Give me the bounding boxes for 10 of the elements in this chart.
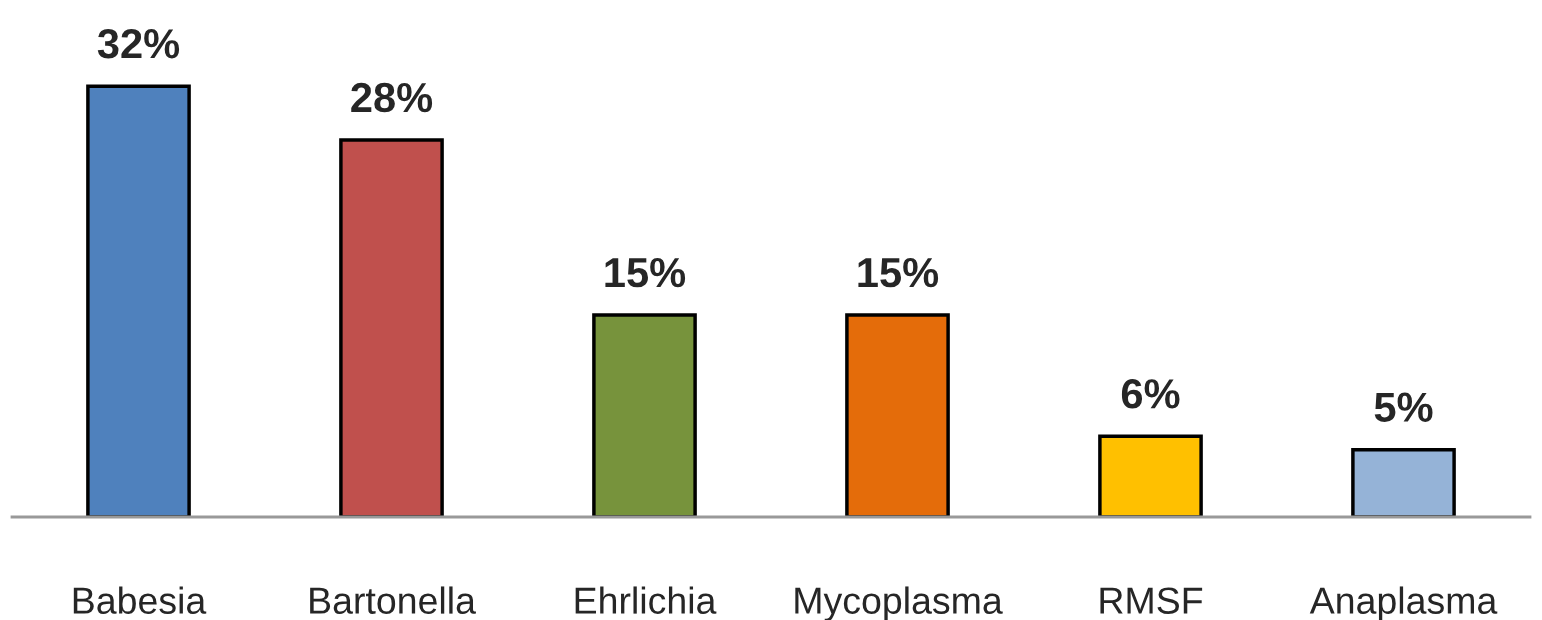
x-tick-label: Bartonella <box>310 586 476 614</box>
data-label: 5% <box>1374 392 1433 422</box>
data-label: 32% <box>97 28 180 59</box>
data-label: 28% <box>351 82 433 113</box>
x-tick-label: RMSF <box>1100 587 1203 614</box>
x-tick-label: Babesia <box>73 586 207 614</box>
x-tick-label: Ehrlichia <box>575 586 717 614</box>
data-label: 15% <box>858 257 939 288</box>
data-label: 6% <box>1121 379 1180 409</box>
data-label: 15% <box>605 257 686 288</box>
